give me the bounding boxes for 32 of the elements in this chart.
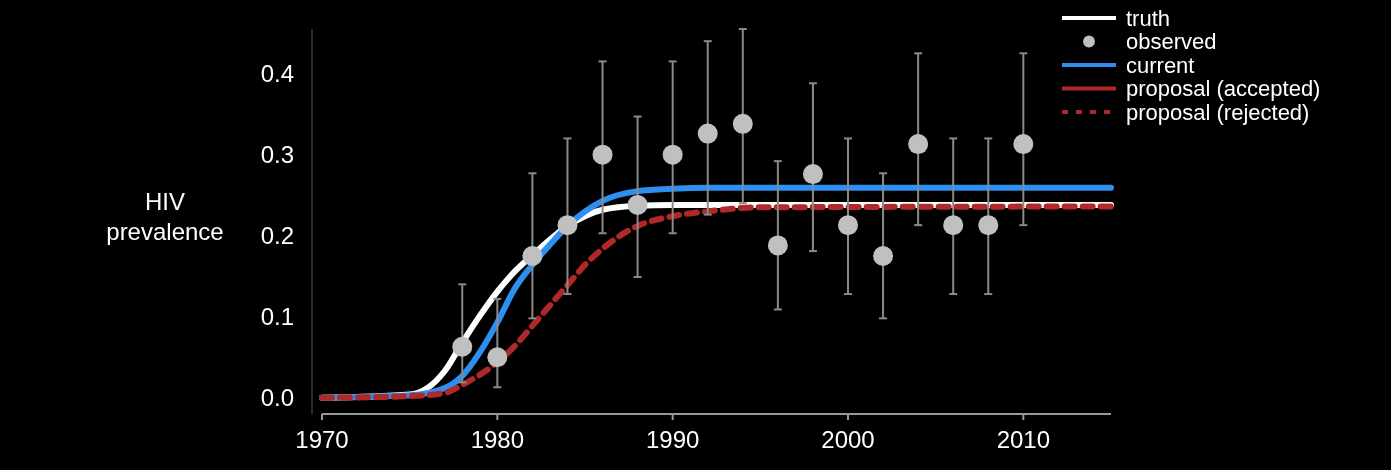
point (522, 245, 543, 266)
y-tick-label: 0.4 (260, 59, 294, 87)
legend-label: current (1126, 52, 1195, 78)
point (802, 164, 823, 185)
point (838, 215, 858, 236)
y-tick-label: 0.3 (260, 141, 294, 169)
point (452, 336, 473, 357)
point (662, 144, 683, 165)
x-tick-label: 2000 (821, 426, 875, 453)
point (1013, 134, 1034, 155)
point (557, 215, 578, 236)
point (732, 113, 753, 134)
point (627, 194, 648, 215)
y-tick-label: 0.0 (260, 384, 294, 412)
y-axis-title: HIV prevalence (106, 188, 224, 245)
y-tick-label: 0.2 (260, 222, 294, 250)
point (697, 123, 718, 144)
point (767, 235, 788, 256)
x-tick-label: 2010 (996, 426, 1051, 453)
point (487, 347, 508, 368)
point (873, 245, 894, 266)
legend-label: observed (1126, 29, 1217, 55)
x-tick-label: 1980 (470, 426, 525, 453)
y-tick-label: 0.1 (260, 303, 294, 331)
x-tick-label: 1970 (295, 426, 349, 453)
x-tick-label: 1990 (645, 426, 700, 453)
point (978, 215, 999, 236)
legend-label: proposal (accepted) (1126, 76, 1321, 102)
point (943, 215, 964, 236)
point (592, 144, 613, 165)
legend-label: truth (1126, 5, 1171, 31)
point (908, 134, 929, 155)
